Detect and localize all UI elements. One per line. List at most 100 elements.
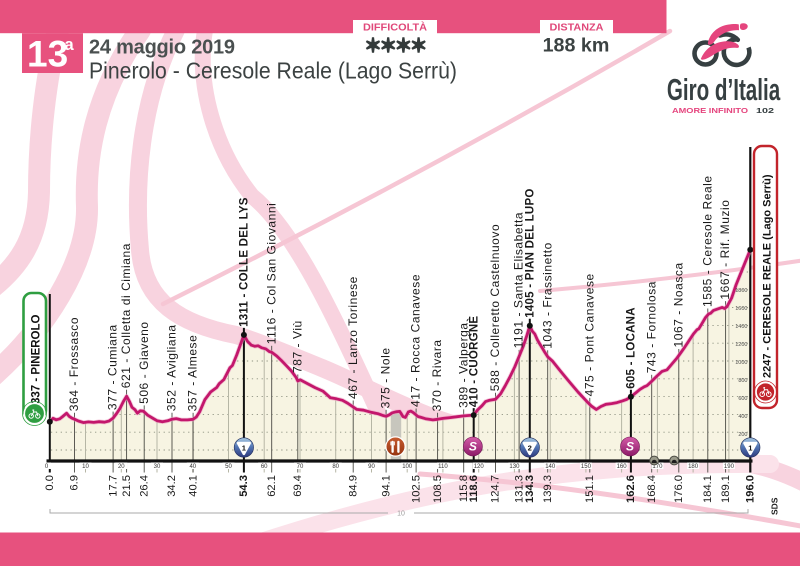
svg-text:506 - Giaveno: 506 - Giaveno (137, 321, 151, 404)
svg-text:588 - Colleretto Castelnuovo: 588 - Colleretto Castelnuovo (488, 224, 502, 391)
svg-text:6.9: 6.9 (69, 475, 81, 491)
svg-text:1000: 1000 (735, 360, 747, 366)
svg-text:743 - Fornolosa: 743 - Fornolosa (644, 281, 658, 373)
svg-text:102.5: 102.5 (410, 475, 422, 503)
svg-text:467 - Lanzo Torinese: 467 - Lanzo Torinese (346, 276, 360, 399)
svg-text:94.1: 94.1 (380, 475, 392, 497)
svg-text:140: 140 (545, 464, 556, 470)
svg-text:50: 50 (225, 464, 232, 470)
svg-text:10: 10 (397, 511, 405, 518)
svg-text:1: 1 (242, 444, 247, 453)
svg-text:389 - Valperga: 389 - Valperga (456, 322, 470, 408)
svg-text:24 maggio 2019: 24 maggio 2019 (89, 37, 235, 59)
svg-text:118.6: 118.6 (468, 475, 480, 502)
svg-text:800: 800 (738, 378, 747, 384)
svg-text:400: 400 (738, 414, 747, 420)
svg-text:Pinerolo - Ceresole Reale (Lag: Pinerolo - Ceresole Reale (Lago Serrù) (89, 58, 457, 84)
svg-text:139.3: 139.3 (542, 475, 554, 503)
svg-text:196.0: 196.0 (745, 475, 757, 503)
svg-text:170: 170 (652, 464, 663, 470)
svg-text:62.1: 62.1 (266, 475, 278, 497)
svg-text:Giro d’Italia: Giro d’Italia (667, 72, 781, 107)
svg-text:17.7: 17.7 (107, 475, 119, 497)
svg-text:102: 102 (756, 108, 774, 115)
svg-text:60: 60 (261, 464, 268, 470)
svg-text:168.4: 168.4 (646, 475, 658, 503)
svg-text:2: 2 (528, 444, 532, 453)
svg-text:40: 40 (189, 464, 196, 470)
svg-text:188 km: 188 km (543, 35, 610, 57)
svg-text:787 - Viù: 787 - Viù (290, 320, 304, 373)
svg-text:475 - Pont Canavese: 475 - Pont Canavese (582, 273, 596, 396)
svg-text:162.6: 162.6 (625, 475, 637, 503)
svg-text:130: 130 (509, 464, 520, 470)
svg-text:110: 110 (438, 464, 448, 470)
svg-text:352 - Avigliana: 352 - Avigliana (165, 324, 179, 411)
svg-text:1043 - Frassinetto: 1043 - Frassinetto (540, 242, 554, 349)
svg-text:1200: 1200 (735, 342, 747, 348)
svg-text:2247 - CERESOLE REALE (Lago Se: 2247 - CERESOLE REALE (Lago Serrù) (762, 174, 774, 378)
svg-text:1311 - COLLE DEL LYS: 1311 - COLLE DEL LYS (239, 197, 251, 327)
svg-text:120: 120 (474, 464, 485, 470)
svg-text:124.7: 124.7 (490, 475, 502, 503)
svg-text:1116 - Col San Giovanni: 1116 - Col San Giovanni (264, 203, 278, 345)
svg-text:10: 10 (82, 464, 89, 470)
svg-text:84.9: 84.9 (347, 475, 359, 497)
svg-text:115.8: 115.8 (458, 475, 470, 502)
svg-text:150: 150 (581, 464, 592, 470)
svg-text:SDS: SDS (770, 497, 780, 515)
svg-text:30: 30 (154, 464, 161, 470)
svg-text:26.4: 26.4 (138, 475, 150, 497)
svg-text:1405 - PIAN DEL LUPO: 1405 - PIAN DEL LUPO (524, 188, 536, 317)
svg-text:0.0: 0.0 (44, 475, 56, 491)
svg-text:1585 - Ceresole Reale: 1585 - Ceresole Reale (700, 175, 714, 307)
svg-text:34.2: 34.2 (166, 475, 178, 497)
svg-text:337 - PINEROLO: 337 - PINEROLO (31, 314, 43, 404)
svg-text:134.3: 134.3 (524, 475, 536, 503)
svg-text:21.5: 21.5 (121, 475, 133, 497)
svg-text:184.1: 184.1 (702, 475, 714, 503)
svg-text:1600: 1600 (735, 306, 747, 312)
svg-text:189.1: 189.1 (720, 475, 732, 503)
svg-text:1067 - Noasca: 1067 - Noasca (671, 262, 685, 347)
svg-text:190: 190 (724, 464, 735, 470)
svg-text:370 - Rivara: 370 - Rivara (430, 339, 444, 411)
svg-text:621 - Colletta di Cimiana: 621 - Colletta di Cimiana (119, 243, 133, 388)
svg-text:364 - Frossasco: 364 - Frossasco (67, 317, 81, 411)
svg-text:410 - CUORGNÈ: 410 - CUORGNÈ (467, 316, 480, 408)
svg-text:a: a (65, 36, 75, 54)
svg-text:357 - Almese: 357 - Almese (186, 335, 200, 412)
svg-text:375 - Nole: 375 - Nole (379, 347, 393, 408)
svg-text:600: 600 (738, 396, 747, 402)
svg-text:1: 1 (748, 444, 753, 453)
svg-text:180: 180 (688, 464, 699, 470)
svg-text:70: 70 (297, 464, 304, 470)
svg-text:0: 0 (45, 464, 49, 470)
svg-text:40.1: 40.1 (187, 475, 199, 497)
svg-text:1400: 1400 (735, 324, 747, 330)
svg-text:1191 - Santa Elisabetta: 1191 - Santa Elisabetta (512, 212, 526, 349)
svg-text:13: 13 (27, 34, 68, 75)
svg-text:20: 20 (118, 464, 125, 470)
svg-text:377 - Cumiana: 377 - Cumiana (106, 324, 120, 410)
svg-text:108.5: 108.5 (432, 475, 444, 503)
svg-text:160: 160 (617, 464, 628, 470)
svg-text:AMORE INFINITO: AMORE INFINITO (672, 108, 749, 115)
svg-text:80: 80 (332, 464, 339, 470)
svg-text:417 - Rocca Canavese: 417 - Rocca Canavese (409, 274, 423, 407)
svg-text:1800: 1800 (735, 288, 747, 294)
svg-text:54.3: 54.3 (238, 475, 250, 497)
svg-text:131.3: 131.3 (513, 475, 525, 503)
svg-text:176.0: 176.0 (673, 475, 685, 503)
svg-text:DISTANZA: DISTANZA (550, 22, 604, 33)
svg-text:90: 90 (368, 464, 375, 470)
svg-text:200: 200 (738, 432, 747, 438)
svg-text:S: S (626, 440, 634, 454)
svg-text:69.4: 69.4 (292, 475, 304, 497)
svg-text:605 - LOCANA: 605 - LOCANA (626, 307, 638, 389)
svg-text:1667 - Rif. Muzio: 1667 - Rif. Muzio (718, 200, 732, 300)
svg-text:151.1: 151.1 (584, 475, 596, 503)
svg-text:DIFFICOLTÀ: DIFFICOLTÀ (363, 20, 427, 33)
svg-text:S: S (469, 440, 477, 454)
svg-text:100: 100 (402, 464, 413, 470)
